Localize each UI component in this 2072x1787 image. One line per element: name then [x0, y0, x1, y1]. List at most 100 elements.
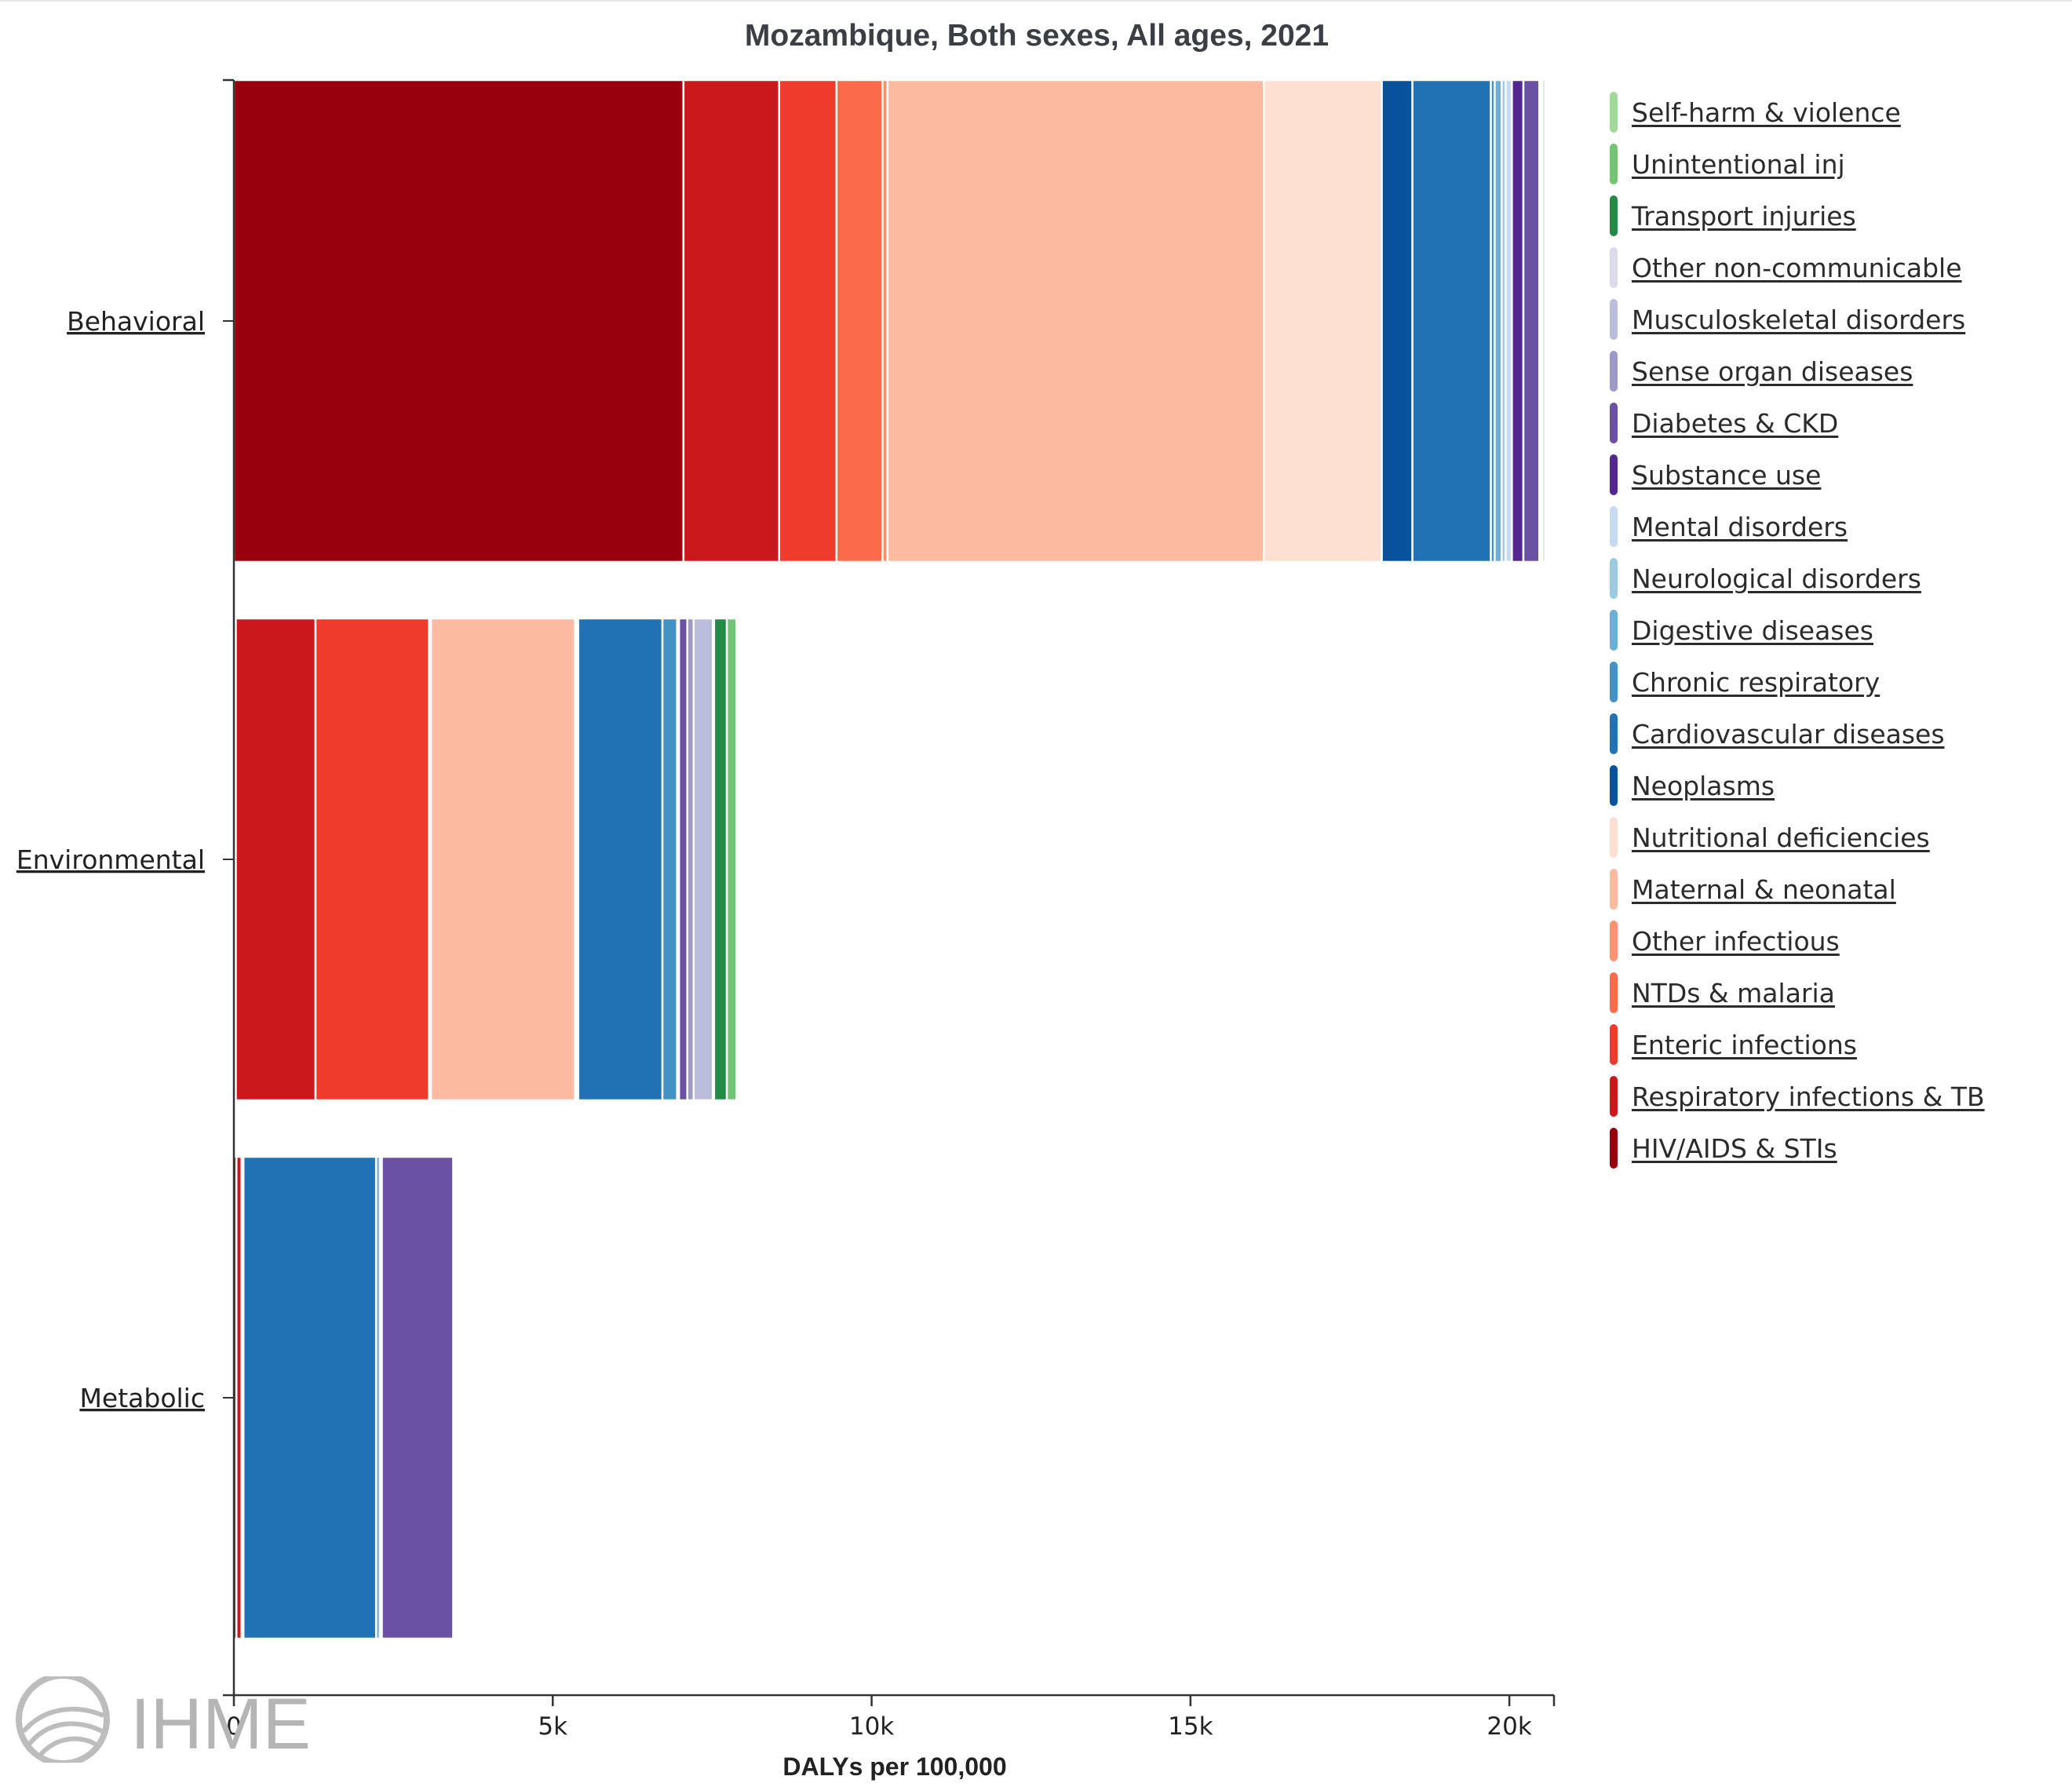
legend-label[interactable]: HIV/AIDS & STIs	[1632, 1132, 1837, 1164]
bar-segment-behavioral-digestive-diseases[interactable]	[1494, 78, 1503, 563]
bar-segment-behavioral-nutritional-deficiencies[interactable]	[1263, 78, 1383, 563]
legend-label[interactable]: Diabetes & CKD	[1632, 407, 1839, 439]
legend-item-respiratory-infections-and-tb[interactable]: Respiratory infections & TB	[1610, 1070, 2049, 1122]
top-border	[0, 0, 2072, 2]
legend: Self-harm & violence Unintentional inj Tra…	[1610, 86, 2049, 1174]
legend-swatch	[1610, 1024, 1618, 1065]
legend-item-mental-disorders[interactable]: Mental disorders	[1610, 501, 2049, 553]
legend-item-chronic-respiratory[interactable]: Chronic respiratory	[1610, 656, 2049, 708]
bar-segment-behavioral-ntds-and-malaria[interactable]	[835, 78, 884, 563]
bar-segment-behavioral-respiratory-infections-and-tb[interactable]	[682, 78, 780, 563]
legend-label[interactable]: Respiratory infections & TB	[1632, 1081, 1985, 1112]
x-tick-label-15k: 15k	[1168, 1712, 1213, 1741]
bar-segment-metabolic-cardiovascular-diseases[interactable]	[242, 1155, 378, 1640]
legend-label[interactable]: Self-harm & violence	[1632, 97, 1901, 128]
legend-item-substance-use[interactable]: Substance use	[1610, 449, 2049, 501]
legend-swatch	[1610, 506, 1618, 547]
bar-segment-behavioral-enteric-infections[interactable]	[778, 78, 838, 563]
legend-label[interactable]: Maternal & neonatal	[1632, 873, 1896, 905]
legend-item-sense-organ-diseases[interactable]: Sense organ diseases	[1610, 345, 2049, 397]
legend-swatch	[1610, 454, 1618, 495]
x-axis-title: DALYs per 100,000	[782, 1752, 1006, 1781]
legend-swatch	[1610, 921, 1618, 961]
legend-label[interactable]: Transport injuries	[1632, 200, 1856, 232]
legend-swatch	[1610, 299, 1618, 340]
legend-item-transport-injuries[interactable]: Transport injuries	[1610, 190, 2049, 242]
legend-swatch	[1610, 92, 1618, 133]
legend-label[interactable]: Cardiovascular diseases	[1632, 718, 1945, 749]
y-category-label-behavioral[interactable]: Behavioral	[67, 306, 205, 337]
bar-segment-behavioral-hiv-aids-and-stis[interactable]	[232, 78, 685, 563]
bar-segment-environmental-chronic-respiratory[interactable]	[661, 617, 678, 1102]
legend-item-neurological-disorders[interactable]: Neurological disorders	[1610, 553, 2049, 604]
legend-label[interactable]: Digestive diseases	[1632, 615, 1873, 646]
legend-item-self-harm-and-violence[interactable]: Self-harm & violence	[1610, 86, 2049, 138]
legend-swatch	[1610, 247, 1618, 288]
legend-swatch	[1610, 195, 1618, 236]
bar-segment-environmental-respiratory-infections-and-tb[interactable]	[235, 617, 317, 1102]
legend-item-cardiovascular-diseases[interactable]: Cardiovascular diseases	[1610, 708, 2049, 760]
legend-item-enteric-infections[interactable]: Enteric infections	[1610, 1019, 2049, 1070]
bar-segment-environmental-maternal-and-neonatal[interactable]	[429, 617, 576, 1102]
ihme-logo: IHME	[13, 1672, 342, 1767]
ihme-logo-icon	[16, 1672, 110, 1767]
legend-swatch	[1610, 817, 1618, 858]
legend-swatch	[1610, 610, 1618, 651]
legend-label[interactable]: Other infectious	[1632, 925, 1840, 957]
bar-segment-environmental-unintentional-inj[interactable]	[725, 617, 738, 1102]
bar-segment-environmental-transport-injuries[interactable]	[713, 617, 728, 1102]
legend-label[interactable]: Neurological disorders	[1632, 563, 1921, 594]
bar-segment-behavioral-maternal-and-neonatal[interactable]	[886, 78, 1265, 563]
bars-layer	[232, 78, 1546, 1640]
chart-title: Mozambique, Both sexes, All ages, 2021	[745, 19, 1329, 53]
bar-segment-behavioral-neoplasms[interactable]	[1381, 78, 1414, 563]
ihme-logo-text: IHME	[130, 1684, 311, 1763]
legend-item-hiv-aids-and-stis[interactable]: HIV/AIDS & STIs	[1610, 1122, 2049, 1174]
legend-item-nutritional-deficiencies[interactable]: Nutritional deficiencies	[1610, 811, 2049, 863]
legend-swatch	[1610, 1128, 1618, 1169]
legend-label[interactable]: Musculoskeletal disorders	[1632, 304, 1966, 335]
legend-item-ntds-and-malaria[interactable]: NTDs & malaria	[1610, 967, 2049, 1019]
legend-label[interactable]: Enteric infections	[1632, 1029, 1857, 1060]
legend-swatch	[1610, 765, 1618, 806]
bar-segment-environmental-musculoskeletal-disorders[interactable]	[692, 617, 714, 1102]
legend-label[interactable]: Sense organ diseases	[1632, 356, 1913, 387]
legend-label[interactable]: Unintentional inj	[1632, 148, 1845, 180]
legend-item-neoplasms[interactable]: Neoplasms	[1610, 760, 2049, 811]
bar-segment-environmental-diabetes-and-ckd[interactable]	[677, 617, 688, 1102]
legend-swatch	[1610, 1076, 1618, 1117]
legend-label[interactable]: Chronic respiratory	[1632, 666, 1880, 698]
bar-segment-environmental-cardiovascular-diseases[interactable]	[577, 617, 664, 1102]
legend-item-digestive-diseases[interactable]: Digestive diseases	[1610, 604, 2049, 656]
bar-segment-behavioral-cardiovascular-diseases[interactable]	[1411, 78, 1492, 563]
x-tick-label-20k: 20k	[1487, 1712, 1531, 1741]
bar-segment-behavioral-diabetes-and-ckd[interactable]	[1522, 78, 1541, 563]
y-category-label-metabolic[interactable]: Metabolic	[79, 1383, 205, 1413]
legend-swatch	[1610, 972, 1618, 1013]
legend-label[interactable]: Mental disorders	[1632, 511, 1848, 542]
legend-item-other-infectious[interactable]: Other infectious	[1610, 915, 2049, 967]
legend-swatch	[1610, 713, 1618, 754]
bar-segment-behavioral-substance-use[interactable]	[1511, 78, 1525, 563]
bar-segment-environmental-enteric-infections[interactable]	[314, 617, 430, 1102]
legend-swatch	[1610, 351, 1618, 392]
legend-label[interactable]: Neoplasms	[1632, 770, 1775, 801]
legend-label[interactable]: Other non-communicable	[1632, 252, 1962, 283]
legend-item-maternal-and-neonatal[interactable]: Maternal & neonatal	[1610, 863, 2049, 915]
bar-segment-behavioral-self-harm-and-violence[interactable]	[1541, 78, 1546, 563]
legend-label[interactable]: NTDs & malaria	[1632, 977, 1835, 1008]
legend-item-unintentional-inj[interactable]: Unintentional inj	[1610, 138, 2049, 190]
x-tick-label-0: 0	[226, 1712, 242, 1741]
legend-label[interactable]: Nutritional deficiencies	[1632, 822, 1930, 853]
bar-segment-metabolic-diabetes-and-ckd[interactable]	[381, 1155, 454, 1640]
legend-item-musculoskeletal-disorders[interactable]: Musculoskeletal disorders	[1610, 294, 2049, 345]
legend-swatch	[1610, 558, 1618, 599]
legend-item-diabetes-and-ckd[interactable]: Diabetes & CKD	[1610, 397, 2049, 449]
legend-label[interactable]: Substance use	[1632, 459, 1822, 491]
x-tick-label-10k: 10k	[849, 1712, 894, 1741]
legend-item-other-non-communicable[interactable]: Other non-communicable	[1610, 242, 2049, 294]
legend-swatch	[1610, 144, 1618, 184]
y-category-label-environmental[interactable]: Environmental	[16, 844, 205, 875]
axes-layer: Behavioral Environmental Metabolic 0 5k 10k 15…	[16, 78, 1556, 1741]
